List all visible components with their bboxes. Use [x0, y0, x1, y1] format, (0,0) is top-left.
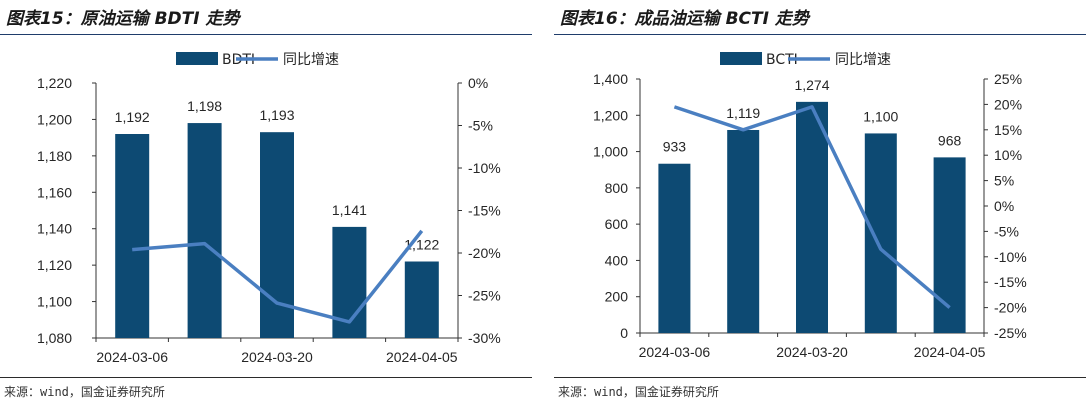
bar-data-label: 968	[938, 132, 962, 148]
y2-tick-label: 0%	[994, 198, 1014, 214]
x-tick-label: 2024-03-20	[241, 349, 313, 365]
y2-tick-label: -30%	[468, 330, 501, 346]
y2-tick-label: -5%	[994, 223, 1019, 239]
bar-data-label: 933	[663, 139, 687, 155]
legend-label-bar: BCTI	[766, 52, 798, 68]
bar	[115, 134, 150, 338]
y2-tick-label: -20%	[994, 300, 1027, 316]
y2-tick-label: 0%	[468, 75, 488, 91]
chart-title: 图表16：成品油运输 BCTI 走势	[560, 9, 809, 29]
x-tick-label: 2024-04-05	[386, 349, 458, 365]
y-tick-label: 200	[605, 289, 629, 305]
y-tick-label: 600	[605, 216, 629, 232]
title-divider	[554, 34, 1086, 35]
bar-data-label: 1,193	[259, 107, 294, 123]
y2-tick-label: -10%	[994, 249, 1027, 265]
y-tick-label: 1,140	[37, 221, 72, 237]
y2-tick-label: 20%	[994, 96, 1022, 112]
y-tick-label: 1,200	[37, 111, 72, 127]
chart-title: 图表15：原油运输 BDTI 走势	[6, 9, 240, 29]
y-tick-label: 1,400	[593, 71, 628, 87]
x-tick-label: 2024-03-20	[776, 344, 848, 360]
bar	[187, 123, 222, 338]
yoy-growth-line	[673, 105, 951, 309]
bar-data-label: 1,198	[187, 98, 222, 114]
y2-tick-label: 5%	[994, 173, 1014, 189]
source-note: 来源：wind，国金证券研究所	[4, 385, 165, 399]
y-tick-label: 1,120	[37, 257, 72, 273]
y-tick-label: 800	[605, 180, 629, 196]
bar	[933, 157, 966, 333]
legend-label-line: 同比增速	[283, 52, 339, 68]
y-tick-label: 0	[620, 325, 628, 341]
yoy-growth-line	[132, 229, 424, 324]
y2-tick-label: -15%	[468, 203, 501, 219]
y2-tick-label: -15%	[994, 274, 1027, 290]
bar-data-label: 1,100	[863, 108, 898, 124]
bar	[727, 129, 760, 333]
y2-tick-label: -5%	[468, 118, 493, 134]
y-tick-label: 1,000	[593, 144, 628, 160]
x-tick-label: 2024-03-06	[96, 349, 168, 365]
bcti-chart: 0 200 400 600 800 1,000 1,200 1,400 -25% -20% -15%…	[593, 52, 1027, 360]
y2-tick-label: 10%	[994, 147, 1022, 163]
bar-data-label: 1,274	[794, 77, 829, 93]
y2-tick-label: -25%	[468, 288, 501, 304]
bdti-chart: 1,080 1,100 1,120 1,140 1,160 1,180 1,200 1,220…	[37, 52, 501, 365]
y2-tick-label: 25%	[994, 71, 1022, 87]
y-tick-label: 1,160	[37, 184, 72, 200]
y2-tick-label: -10%	[468, 160, 501, 176]
legend-swatch-bar	[176, 52, 218, 65]
bar-data-label: 1,141	[332, 202, 367, 218]
y-tick-label: 1,200	[593, 107, 628, 123]
y2-tick-label: -20%	[468, 245, 501, 261]
source-note: 来源：wind，国金证券研究所	[558, 385, 719, 399]
y-tick-label: 1,080	[37, 330, 72, 346]
legend-swatch-bar	[720, 52, 762, 65]
chart-panel-bcti: 图表16：成品油运输 BCTI 走势 0 200 400 600 800 1,000 1,2…	[554, 0, 1086, 406]
footer-divider	[554, 377, 1086, 378]
bar	[796, 101, 828, 333]
footer-divider	[0, 377, 532, 378]
bar	[658, 163, 691, 333]
bar-data-label: 1,192	[115, 109, 150, 125]
y-tick-label: 1,100	[37, 294, 72, 310]
title-divider	[0, 34, 532, 35]
y2-tick-label: 15%	[994, 122, 1022, 138]
y-tick-label: 1,180	[37, 148, 72, 164]
x-tick-label: 2024-04-05	[914, 344, 986, 360]
legend-label-line: 同比增速	[835, 52, 891, 68]
y2-tick-label: -25%	[994, 325, 1027, 341]
y-tick-label: 1,220	[37, 75, 72, 91]
chart-panel-bdti: 图表15：原油运输 BDTI 走势 1,080 1,100 1,120 1,140 1,…	[0, 0, 532, 406]
bar	[864, 133, 897, 333]
bar	[404, 261, 439, 338]
bar-data-label: 1,119	[726, 105, 760, 121]
x-tick-label: 2024-03-06	[639, 344, 711, 360]
y-tick-label: 400	[605, 252, 629, 268]
